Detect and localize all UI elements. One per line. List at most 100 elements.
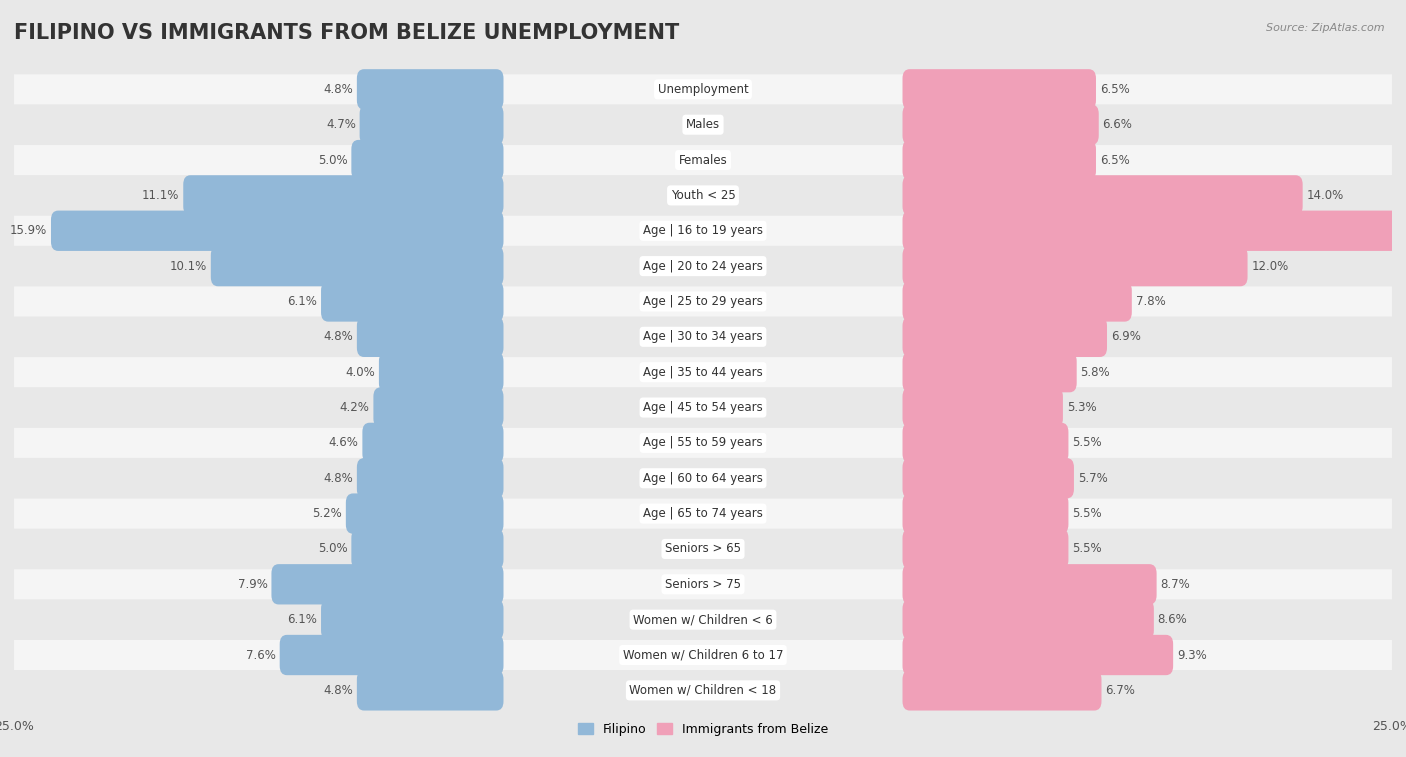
FancyBboxPatch shape — [357, 316, 503, 357]
FancyBboxPatch shape — [903, 175, 1303, 216]
FancyBboxPatch shape — [903, 140, 1097, 180]
FancyBboxPatch shape — [360, 104, 503, 145]
FancyBboxPatch shape — [14, 428, 1392, 458]
FancyBboxPatch shape — [903, 635, 1173, 675]
Text: Seniors > 65: Seniors > 65 — [665, 543, 741, 556]
Text: Age | 16 to 19 years: Age | 16 to 19 years — [643, 224, 763, 237]
Text: FILIPINO VS IMMIGRANTS FROM BELIZE UNEMPLOYMENT: FILIPINO VS IMMIGRANTS FROM BELIZE UNEMP… — [14, 23, 679, 42]
FancyBboxPatch shape — [14, 216, 1392, 246]
FancyBboxPatch shape — [14, 569, 1392, 600]
FancyBboxPatch shape — [14, 463, 1392, 494]
Text: Unemployment: Unemployment — [658, 83, 748, 96]
Text: 6.6%: 6.6% — [1102, 118, 1132, 131]
Text: 8.6%: 8.6% — [1157, 613, 1188, 626]
Text: 7.8%: 7.8% — [1136, 295, 1166, 308]
Text: Source: ZipAtlas.com: Source: ZipAtlas.com — [1267, 23, 1385, 33]
Text: Age | 65 to 74 years: Age | 65 to 74 years — [643, 507, 763, 520]
FancyBboxPatch shape — [903, 529, 1069, 569]
Text: 14.0%: 14.0% — [1306, 189, 1344, 202]
FancyBboxPatch shape — [357, 458, 503, 498]
Text: Age | 20 to 24 years: Age | 20 to 24 years — [643, 260, 763, 273]
FancyBboxPatch shape — [211, 246, 503, 286]
Text: 4.6%: 4.6% — [329, 436, 359, 450]
Text: 5.3%: 5.3% — [1067, 401, 1097, 414]
FancyBboxPatch shape — [14, 393, 1392, 422]
Text: 5.5%: 5.5% — [1073, 507, 1102, 520]
FancyBboxPatch shape — [378, 352, 503, 392]
Text: Age | 60 to 64 years: Age | 60 to 64 years — [643, 472, 763, 484]
FancyBboxPatch shape — [903, 352, 1077, 392]
Text: 5.0%: 5.0% — [318, 154, 347, 167]
Text: 8.7%: 8.7% — [1160, 578, 1191, 590]
Text: Age | 30 to 34 years: Age | 30 to 34 years — [643, 330, 763, 344]
FancyBboxPatch shape — [14, 640, 1392, 670]
Text: 4.8%: 4.8% — [323, 472, 353, 484]
Text: 4.7%: 4.7% — [326, 118, 356, 131]
FancyBboxPatch shape — [14, 145, 1392, 175]
Text: 6.5%: 6.5% — [1099, 83, 1129, 96]
Text: 6.9%: 6.9% — [1111, 330, 1140, 344]
Text: 12.0%: 12.0% — [1251, 260, 1289, 273]
FancyBboxPatch shape — [903, 422, 1069, 463]
Text: 7.6%: 7.6% — [246, 649, 276, 662]
FancyBboxPatch shape — [14, 251, 1392, 281]
Text: 5.5%: 5.5% — [1073, 543, 1102, 556]
Text: 5.8%: 5.8% — [1081, 366, 1111, 378]
FancyBboxPatch shape — [357, 670, 503, 711]
Text: Age | 35 to 44 years: Age | 35 to 44 years — [643, 366, 763, 378]
Text: 4.8%: 4.8% — [323, 83, 353, 96]
FancyBboxPatch shape — [14, 74, 1392, 104]
Text: Age | 25 to 29 years: Age | 25 to 29 years — [643, 295, 763, 308]
FancyBboxPatch shape — [346, 494, 503, 534]
FancyBboxPatch shape — [14, 180, 1392, 210]
Text: 4.8%: 4.8% — [323, 330, 353, 344]
Text: 9.3%: 9.3% — [1177, 649, 1206, 662]
FancyBboxPatch shape — [321, 600, 503, 640]
FancyBboxPatch shape — [321, 282, 503, 322]
FancyBboxPatch shape — [903, 69, 1097, 110]
FancyBboxPatch shape — [903, 210, 1406, 251]
FancyBboxPatch shape — [14, 534, 1392, 564]
FancyBboxPatch shape — [14, 499, 1392, 528]
FancyBboxPatch shape — [14, 322, 1392, 352]
Text: 6.1%: 6.1% — [287, 295, 318, 308]
Text: 4.2%: 4.2% — [340, 401, 370, 414]
Text: 7.9%: 7.9% — [238, 578, 267, 590]
FancyBboxPatch shape — [903, 246, 1247, 286]
FancyBboxPatch shape — [51, 210, 503, 251]
Text: Males: Males — [686, 118, 720, 131]
Text: 4.0%: 4.0% — [346, 366, 375, 378]
Text: 6.7%: 6.7% — [1105, 684, 1135, 697]
FancyBboxPatch shape — [280, 635, 503, 675]
Text: Women w/ Children < 18: Women w/ Children < 18 — [630, 684, 776, 697]
FancyBboxPatch shape — [14, 110, 1392, 140]
FancyBboxPatch shape — [14, 675, 1392, 706]
FancyBboxPatch shape — [903, 388, 1063, 428]
FancyBboxPatch shape — [352, 529, 503, 569]
Text: 4.8%: 4.8% — [323, 684, 353, 697]
FancyBboxPatch shape — [903, 458, 1074, 498]
FancyBboxPatch shape — [271, 564, 503, 605]
Text: 5.2%: 5.2% — [312, 507, 342, 520]
Text: Seniors > 75: Seniors > 75 — [665, 578, 741, 590]
Text: 15.9%: 15.9% — [10, 224, 48, 237]
Text: Age | 55 to 59 years: Age | 55 to 59 years — [643, 436, 763, 450]
Text: Females: Females — [679, 154, 727, 167]
FancyBboxPatch shape — [903, 282, 1132, 322]
FancyBboxPatch shape — [903, 494, 1069, 534]
FancyBboxPatch shape — [903, 104, 1098, 145]
FancyBboxPatch shape — [14, 605, 1392, 634]
Text: Women w/ Children < 6: Women w/ Children < 6 — [633, 613, 773, 626]
Legend: Filipino, Immigrants from Belize: Filipino, Immigrants from Belize — [574, 718, 832, 740]
FancyBboxPatch shape — [363, 422, 503, 463]
Text: 11.1%: 11.1% — [142, 189, 180, 202]
FancyBboxPatch shape — [14, 286, 1392, 316]
FancyBboxPatch shape — [352, 140, 503, 180]
FancyBboxPatch shape — [374, 388, 503, 428]
Text: 5.0%: 5.0% — [318, 543, 347, 556]
FancyBboxPatch shape — [357, 69, 503, 110]
FancyBboxPatch shape — [14, 357, 1392, 387]
Text: Youth < 25: Youth < 25 — [671, 189, 735, 202]
Text: 5.5%: 5.5% — [1073, 436, 1102, 450]
FancyBboxPatch shape — [903, 670, 1101, 711]
